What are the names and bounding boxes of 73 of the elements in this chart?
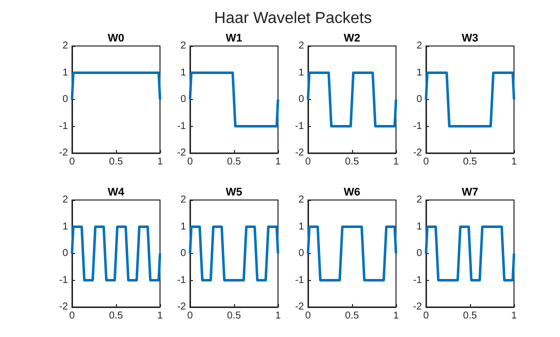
x-tick-label: 0 bbox=[305, 156, 312, 168]
y-tick-label: 2 bbox=[416, 40, 422, 52]
y-tick-label: -2 bbox=[295, 148, 304, 158]
y-tick-label: 1 bbox=[180, 221, 186, 232]
y-tick-label: 0 bbox=[62, 248, 68, 259]
x-tick-label: 0.5 bbox=[463, 156, 478, 168]
x-tick-label: 0 bbox=[187, 156, 194, 168]
x-tick-label: 0.5 bbox=[109, 156, 124, 168]
chart-title: W6 bbox=[344, 186, 360, 198]
y-tick-label: 2 bbox=[298, 40, 304, 52]
y-tick-label: -2 bbox=[59, 148, 68, 158]
y-tick-label: 0 bbox=[180, 94, 186, 105]
x-tick-label: 0.5 bbox=[463, 310, 478, 322]
y-tick-label: -2 bbox=[295, 302, 304, 312]
x-tick-label: 0.5 bbox=[345, 156, 360, 168]
x-tick-label: 0.5 bbox=[345, 310, 360, 322]
chart-title: W0 bbox=[108, 32, 124, 44]
x-tick-label: 0 bbox=[423, 156, 430, 168]
y-tick-label: 1 bbox=[298, 221, 304, 232]
chart-title: W4 bbox=[108, 186, 126, 198]
x-tick-label: 0 bbox=[69, 156, 76, 168]
x-tick-label: 1 bbox=[511, 156, 518, 168]
y-tick-label: -1 bbox=[413, 120, 422, 132]
y-tick-label: -1 bbox=[59, 274, 68, 286]
y-tick-label: 2 bbox=[180, 194, 186, 206]
x-tick-label: 1 bbox=[275, 156, 282, 168]
y-tick-label: 0 bbox=[298, 248, 304, 259]
y-tick-label: 1 bbox=[180, 67, 186, 78]
y-tick-label: -1 bbox=[413, 274, 422, 286]
y-tick-label: 1 bbox=[416, 221, 422, 232]
x-tick-label: 0 bbox=[69, 310, 76, 322]
chart-title: W2 bbox=[344, 32, 360, 44]
x-tick-label: 1 bbox=[157, 310, 164, 322]
y-tick-label: 2 bbox=[180, 40, 186, 52]
x-tick-label: 1 bbox=[393, 310, 400, 322]
y-tick-label: 0 bbox=[180, 248, 186, 259]
x-tick-label: 0 bbox=[423, 310, 430, 322]
y-tick-label: 2 bbox=[62, 40, 68, 52]
y-tick-label: 1 bbox=[298, 67, 304, 78]
y-tick-label: -2 bbox=[59, 302, 68, 312]
y-tick-label: 0 bbox=[416, 248, 422, 259]
y-tick-label: -1 bbox=[177, 274, 186, 286]
y-tick-label: 2 bbox=[62, 194, 68, 206]
y-tick-label: 1 bbox=[62, 221, 68, 232]
y-tick-label: -2 bbox=[413, 148, 422, 158]
y-tick-label: 0 bbox=[416, 94, 422, 105]
x-tick-label: 0 bbox=[187, 310, 194, 322]
y-tick-label: 2 bbox=[298, 194, 304, 206]
y-tick-label: -1 bbox=[295, 274, 304, 286]
chart-title: W7 bbox=[462, 186, 478, 198]
y-tick-label: -2 bbox=[413, 302, 422, 312]
y-tick-label: 0 bbox=[298, 94, 304, 105]
y-tick-label: 2 bbox=[416, 194, 422, 206]
y-tick-label: 1 bbox=[62, 67, 68, 78]
x-tick-label: 0.5 bbox=[227, 156, 242, 168]
x-tick-label: 1 bbox=[511, 310, 518, 322]
chart-title: W5 bbox=[226, 186, 242, 198]
y-tick-label: 1 bbox=[416, 67, 422, 78]
y-tick-label: -1 bbox=[59, 120, 68, 132]
x-tick-label: 1 bbox=[393, 156, 400, 168]
chart-title: W1 bbox=[226, 32, 242, 44]
y-tick-label: -2 bbox=[177, 148, 186, 158]
x-tick-label: 1 bbox=[157, 156, 164, 168]
y-tick-label: -2 bbox=[177, 302, 186, 312]
chart-title: W3 bbox=[462, 32, 478, 44]
y-tick-label: -1 bbox=[177, 120, 186, 132]
y-tick-label: -1 bbox=[295, 120, 304, 132]
text: Haar Wavelet Packets bbox=[213, 10, 373, 28]
x-tick-label: 0.5 bbox=[109, 310, 124, 322]
y-tick-label: 0 bbox=[62, 94, 68, 105]
x-tick-label: 0.5 bbox=[227, 310, 242, 322]
x-tick-label: 0 bbox=[305, 310, 312, 322]
x-tick-label: 1 bbox=[275, 310, 282, 322]
